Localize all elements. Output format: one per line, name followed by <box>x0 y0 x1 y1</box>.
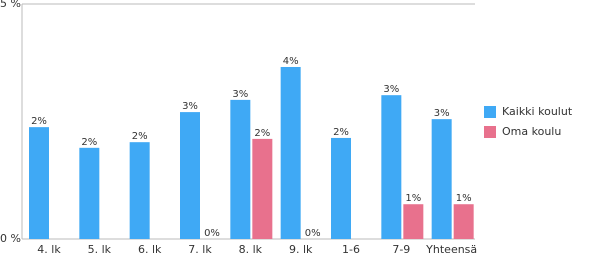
value-label: 3% <box>232 89 248 100</box>
legend-swatch <box>484 106 496 118</box>
legend-label: Oma koulu <box>502 125 561 138</box>
value-label: 3% <box>182 101 198 112</box>
value-label: 2% <box>333 127 349 138</box>
bar <box>252 138 273 239</box>
bar <box>29 127 49 239</box>
bar <box>280 66 301 239</box>
bar <box>230 99 251 239</box>
value-label: 2% <box>132 131 148 142</box>
bar <box>79 147 100 239</box>
x-tick-label: 1-6 <box>342 243 360 256</box>
bar <box>331 137 351 239</box>
y-tick-label: 5 % <box>0 0 21 10</box>
x-tick-label: 4. lk <box>37 243 61 256</box>
y-tick-label: 0 % <box>0 232 21 245</box>
bar <box>403 204 424 239</box>
value-label: 2% <box>81 137 97 148</box>
x-tick-label: 5. lk <box>88 243 112 256</box>
value-label: 2% <box>31 116 47 127</box>
value-label: 3% <box>383 84 399 95</box>
value-label: 2% <box>254 128 270 139</box>
legend-swatch <box>484 126 496 138</box>
value-label: 1% <box>405 193 421 204</box>
x-tick-label: 7-9 <box>392 243 410 256</box>
bar <box>129 142 150 239</box>
x-tick-label: 7. lk <box>188 243 212 256</box>
bar <box>431 119 452 239</box>
value-label: 4% <box>283 56 299 67</box>
x-tick-label: 9. lk <box>289 243 313 256</box>
value-label: 3% <box>434 108 450 119</box>
x-tick-label: 8. lk <box>239 243 263 256</box>
bar <box>180 112 200 239</box>
legend-label: Kaikki koulut <box>502 105 573 118</box>
bar <box>453 204 474 239</box>
value-label: 0% <box>204 228 220 239</box>
value-label: 0% <box>305 228 321 239</box>
x-tick-label: 6. lk <box>138 243 162 256</box>
x-tick-label: Yhteensä <box>425 243 477 256</box>
value-label: 1% <box>456 193 472 204</box>
bar <box>381 95 402 240</box>
